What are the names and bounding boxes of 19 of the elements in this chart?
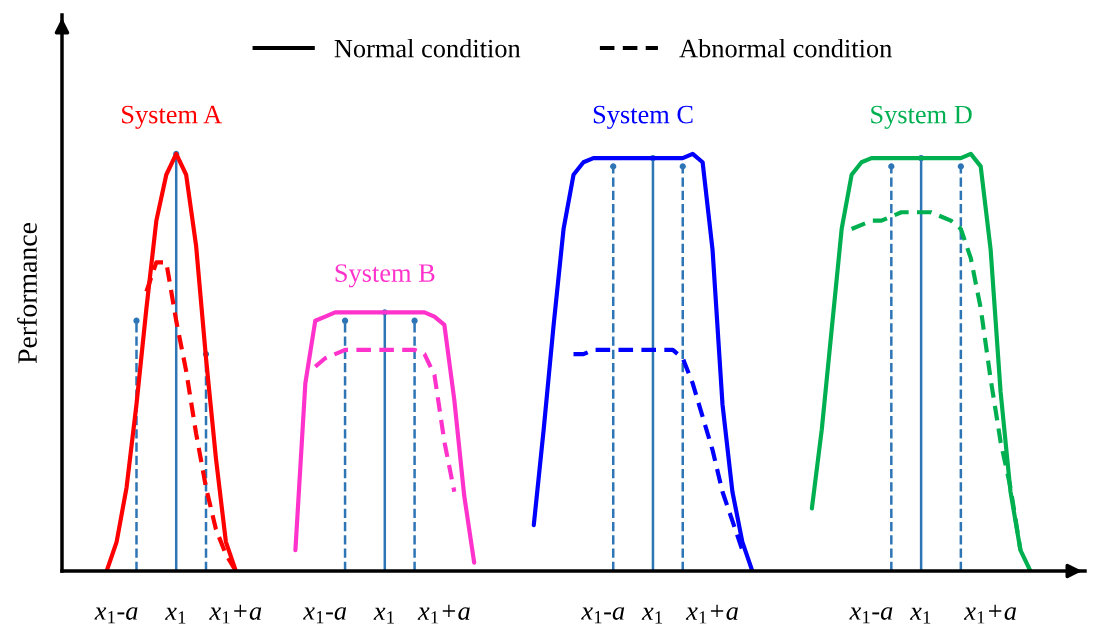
x-tick-label: x$_{1}$ [373, 607, 394, 624]
y-axis-title: Performance [17, 223, 37, 364]
x-tick-label: x$_{1}$-a [849, 607, 893, 624]
x-tick-label: x$_{1}$-a [302, 607, 347, 624]
x-tick-label: x$_{1}$+a [417, 604, 470, 624]
series-label: System D [871, 105, 972, 129]
series-label: System A [122, 105, 223, 129]
x-tick-label: x$_{1}$-a [581, 607, 625, 624]
x-tick-label: x$_{1}$ [164, 607, 186, 624]
x-tick-label: x$_{1}$ [641, 607, 663, 624]
series-label: System B [335, 264, 435, 288]
x-tick-label: x$_{1}$-a [94, 607, 138, 624]
series-label: System C [593, 105, 693, 129]
x-tick-label: x$_{1}$ [909, 607, 931, 624]
legend-label: Abnormal condition [679, 38, 892, 58]
x-tick-label: x$_{1}$+a [685, 604, 738, 624]
x-tick-label: x$_{1}$+a [209, 604, 262, 624]
x-tick-label: x$_{1}$+a [963, 604, 1017, 624]
legend-label: Normal condition [334, 38, 521, 58]
